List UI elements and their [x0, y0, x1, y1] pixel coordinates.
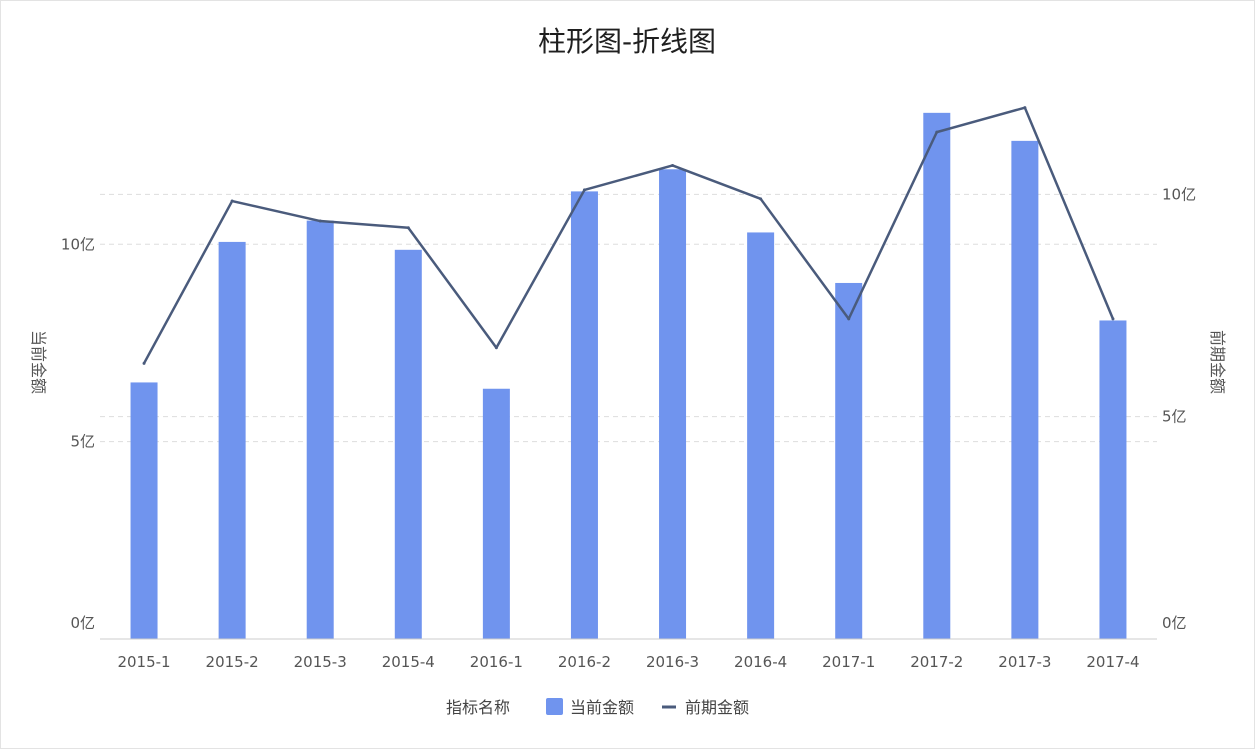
legend-title: 指标名称 [446, 698, 510, 717]
bar-2015-4[interactable] [394, 249, 422, 639]
left-axis-ticks: 0亿 5亿 10亿 [61, 235, 95, 632]
bar-2017-4[interactable] [1099, 320, 1127, 639]
line-point-2017-3 [1023, 106, 1027, 110]
legend-item-previous: 前期金额 [685, 698, 749, 717]
x-tick-label: 2015-2 [206, 653, 259, 671]
right-axis-ticks: 0亿 5亿 10亿 [1162, 185, 1196, 632]
right-tick-label: 10亿 [1162, 185, 1196, 203]
bar-2016-4[interactable] [747, 232, 775, 640]
x-tick-label: 2015-1 [117, 653, 170, 671]
line-point-2016-1 [494, 346, 498, 350]
left-tick-label: 0亿 [70, 614, 95, 632]
bar-series [130, 112, 1127, 640]
bar-2017-1[interactable] [835, 282, 863, 639]
x-tick-label: 2017-4 [1086, 653, 1139, 671]
line-point-2015-2 [230, 199, 234, 203]
line-previous-amount[interactable] [142, 106, 1115, 364]
left-tick-label: 5亿 [70, 433, 95, 451]
left-tick-label: 10亿 [61, 235, 95, 253]
line-point-2015-3 [318, 219, 322, 223]
right-axis-label: 前期金额 [1208, 330, 1227, 394]
line-series [142, 106, 1115, 365]
bar-2016-3[interactable] [659, 169, 687, 639]
legend-item-current: 当前金额 [570, 698, 634, 717]
line-point-2015-1 [142, 361, 146, 365]
x-tick-label: 2017-1 [822, 653, 875, 671]
bar-2016-2[interactable] [570, 191, 598, 639]
line-point-2016-2 [582, 188, 586, 192]
bar-2017-2[interactable] [923, 112, 951, 639]
bar-2015-1[interactable] [130, 382, 158, 639]
chart-title: 柱形图-折线图 [538, 25, 716, 58]
legend-swatch-bar [546, 698, 563, 715]
line-point-2015-4 [406, 226, 410, 230]
right-tick-label: 0亿 [1162, 614, 1187, 632]
bar-2015-2[interactable] [218, 241, 246, 639]
grid-lines [100, 193, 1157, 443]
x-tick-label: 2015-4 [382, 653, 435, 671]
line-point-2016-3 [671, 163, 675, 167]
line-point-2017-4 [1111, 317, 1115, 321]
line-point-2017-1 [847, 317, 851, 321]
x-tick-label: 2015-3 [294, 653, 347, 671]
x-tick-label: 2016-4 [734, 653, 787, 671]
x-tick-label: 2017-2 [910, 653, 963, 671]
left-axis-label: 当前金额 [29, 330, 48, 394]
bar-2017-3[interactable] [1011, 140, 1039, 640]
bar-2015-3[interactable] [306, 220, 334, 639]
x-tick-label: 2016-2 [558, 653, 611, 671]
bar-2016-1[interactable] [482, 388, 510, 639]
line-point-2017-2 [935, 130, 939, 134]
x-tick-label: 2016-3 [646, 653, 699, 671]
x-tick-label: 2016-1 [470, 653, 523, 671]
right-tick-label: 5亿 [1162, 408, 1187, 426]
line-point-2016-4 [759, 197, 763, 201]
x-axis-ticks: 2015-1 2015-2 2015-3 2015-4 2016-1 2016-2 2016… [117, 653, 1139, 671]
x-tick-label: 2017-3 [998, 653, 1051, 671]
legend: 指标名称 当前金额 前期金额 [446, 698, 749, 717]
